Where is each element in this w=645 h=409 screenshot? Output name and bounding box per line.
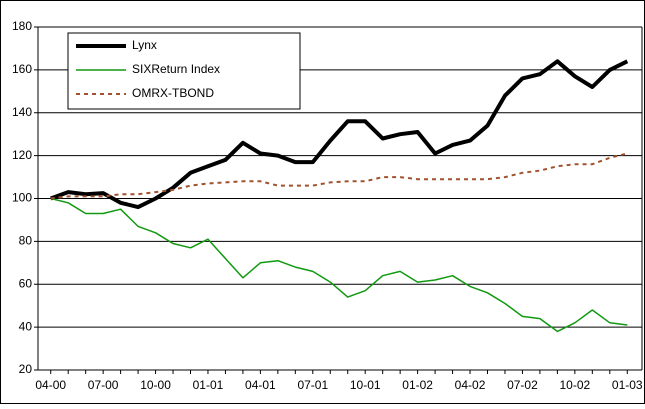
y-tick-label: 60 [19,276,33,290]
legend-label: SIXReturn Index [132,62,220,76]
x-tick-label: 07-01 [297,378,328,392]
y-tick-label: 40 [19,319,33,333]
series-line [50,152,628,200]
x-tick-label: 07-02 [507,378,538,392]
x-tick-label: 01-01 [193,378,224,392]
y-tick-label: 160 [12,62,32,76]
legend-label: OMRX-TBOND [132,86,214,100]
x-tick-label: 04-02 [455,378,486,392]
y-tick-label: 180 [12,19,32,33]
series-line [50,197,628,333]
x-tick-label: 07-00 [88,378,119,392]
x-tick-label: 01-03 [612,378,643,392]
x-tick-label: 10-02 [560,378,591,392]
x-tick-label: 04-00 [35,378,66,392]
y-tick-label: 140 [12,105,32,119]
series-line [50,59,629,210]
y-tick-label: 120 [12,148,32,162]
y-tick-label: 80 [19,234,33,248]
x-tick-label: 10-00 [140,378,171,392]
x-tick-label: 10-01 [350,378,381,392]
y-tick-label: 20 [19,362,33,376]
x-tick-label: 01-02 [402,378,433,392]
y-tick-label: 100 [12,191,32,205]
x-tick-label: 04-01 [245,378,276,392]
legend-label: Lynx [132,38,157,52]
